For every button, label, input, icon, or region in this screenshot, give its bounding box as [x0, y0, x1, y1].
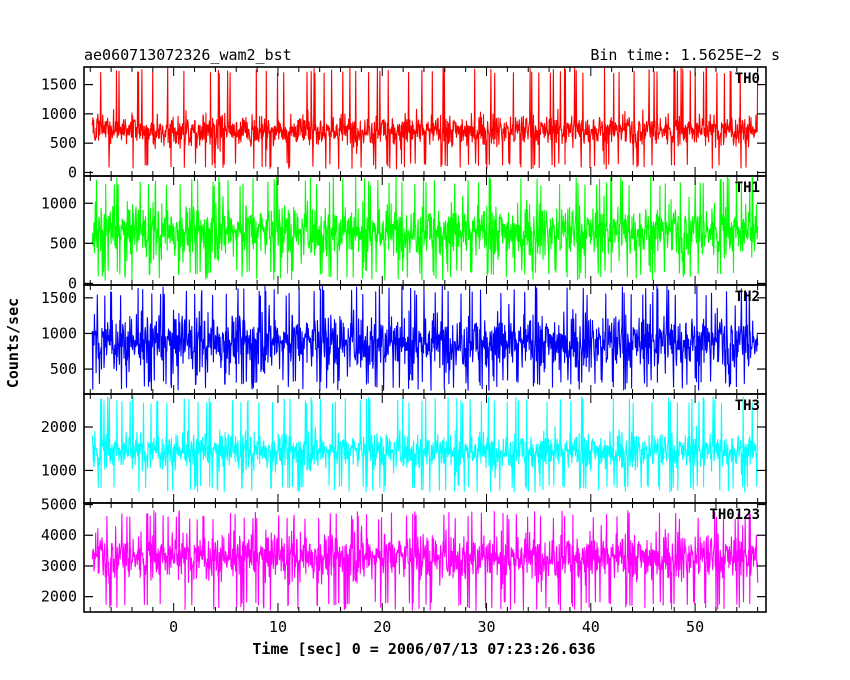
y-tick-label: 0: [68, 274, 77, 292]
y-axis-label: Counts/sec: [4, 298, 22, 388]
y-tick-label: 1000: [41, 194, 77, 212]
y-tick-label: 2000: [41, 418, 77, 436]
y-tick-label: 1000: [41, 324, 77, 342]
y-tick-label: 4000: [41, 526, 77, 544]
x-axis-label: Time [sec] 0 = 2006/07/13 07:23:26.636: [252, 640, 595, 658]
panel-label: TH0: [735, 71, 760, 87]
panel-frame-th0123: [83, 502, 767, 613]
y-tick-label: 500: [50, 134, 77, 152]
series-th3: [91, 396, 759, 493]
y-tick-label: 2000: [41, 588, 77, 606]
panel-label: TH1: [735, 180, 760, 196]
series-th1: [91, 175, 759, 281]
chart-subtitle: Bin time: 1.5625E−2 s: [590, 46, 780, 64]
series-th0123: [91, 510, 759, 611]
y-tick-label: 500: [50, 234, 77, 252]
panel-label: TH3: [735, 398, 760, 414]
x-tick-label: 30: [477, 618, 495, 636]
chart-title: ae060713072326_wam2_bst: [84, 46, 292, 64]
x-tick-label: 40: [582, 618, 600, 636]
series-th2: [91, 284, 759, 391]
x-tick-label: 50: [686, 618, 704, 636]
y-tick-label: 1000: [41, 461, 77, 479]
y-tick-label: 1500: [41, 289, 77, 307]
x-tick-label: 20: [373, 618, 391, 636]
x-tick-label: 10: [269, 618, 287, 636]
y-tick-label: 500: [50, 360, 77, 378]
y-tick-label: 5000: [41, 496, 77, 514]
panel-label: TH0123: [709, 507, 760, 523]
y-tick-label: 0: [68, 163, 77, 181]
series-th0: [91, 67, 759, 170]
y-tick-label: 3000: [41, 557, 77, 575]
y-tick-label: 1000: [41, 105, 77, 123]
y-tick-label: 1500: [41, 76, 77, 94]
x-tick-label: 0: [169, 618, 178, 636]
panel-label: TH2: [735, 289, 760, 305]
